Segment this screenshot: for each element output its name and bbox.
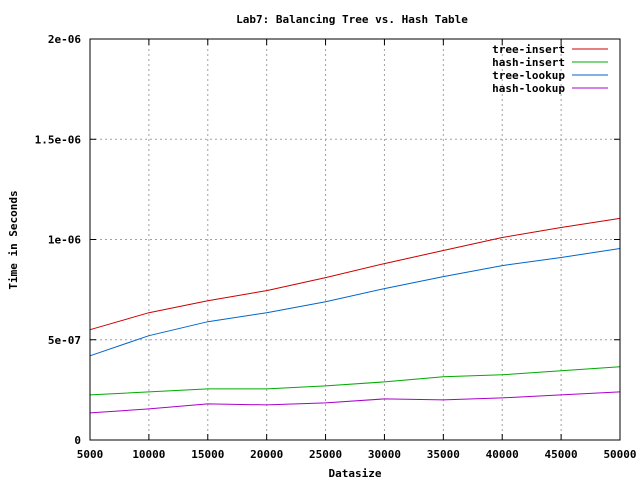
grid bbox=[90, 39, 620, 440]
series-line-tree-lookup bbox=[89, 248, 621, 357]
x-tick-label: 25000 bbox=[309, 448, 342, 461]
y-tick-label: 5e-07 bbox=[48, 334, 81, 347]
legend-label-tree-lookup: tree-lookup bbox=[492, 69, 565, 82]
y-tick-label: 0 bbox=[74, 434, 81, 447]
x-tick-labels: 5000 10000 15000 20000 25000 30000 35000 40000 4… bbox=[77, 448, 637, 461]
y-tick-label: 1.5e-06 bbox=[35, 133, 82, 146]
series-line-hash-insert bbox=[89, 366, 621, 396]
y-tick-label: 2e-06 bbox=[48, 33, 81, 46]
legend-label-tree-insert: tree-insert bbox=[492, 43, 565, 56]
x-tick-label: 35000 bbox=[427, 448, 460, 461]
x-tick-label: 50000 bbox=[603, 448, 636, 461]
y-tick-labels: 0 5e-07 1e-06 1.5e-06 2e-06 bbox=[35, 33, 82, 447]
x-axis-label: Datasize bbox=[329, 467, 382, 480]
series-line-tree-insert bbox=[89, 217, 621, 331]
x-tick-label: 45000 bbox=[545, 448, 578, 461]
x-tick-label: 10000 bbox=[132, 448, 165, 461]
x-tick-label: 15000 bbox=[191, 448, 224, 461]
y-tick-label: 1e-06 bbox=[48, 234, 81, 247]
x-tick-label: 30000 bbox=[368, 448, 401, 461]
legend: tree-inserthash-inserttree-lookuphash-lo… bbox=[492, 43, 608, 95]
chart-title: Lab7: Balancing Tree vs. Hash Table bbox=[236, 13, 468, 26]
legend-label-hash-lookup: hash-lookup bbox=[492, 82, 565, 95]
x-tick-label: 5000 bbox=[77, 448, 104, 461]
axis-ticks bbox=[89, 38, 621, 441]
y-axis-label: Time in Seconds bbox=[7, 190, 20, 289]
x-tick-label: 20000 bbox=[250, 448, 283, 461]
series-line-hash-lookup bbox=[89, 391, 621, 414]
x-tick-label: 40000 bbox=[486, 448, 519, 461]
series-lines bbox=[89, 217, 621, 414]
legend-label-hash-insert: hash-insert bbox=[492, 56, 565, 69]
